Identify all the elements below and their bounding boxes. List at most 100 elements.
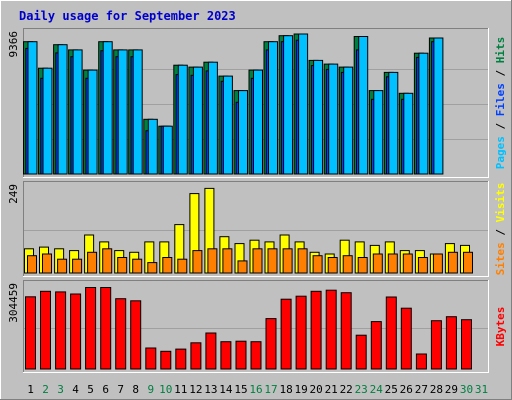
x-tick-label: 6: [102, 383, 109, 396]
bar-kbytes: [385, 296, 397, 370]
side-label-part: /: [494, 63, 507, 83]
chart-title: Daily usage for September 2023: [19, 9, 236, 23]
bar-sites: [27, 255, 37, 274]
side-label: Pages / Files / Hits: [494, 37, 507, 170]
bar-kbytes: [310, 290, 322, 370]
bar-pages: [147, 118, 158, 175]
y-max-label: 304459: [7, 283, 20, 323]
bar-pages: [418, 52, 429, 175]
x-tick-label: 9: [147, 383, 154, 396]
bar-kbytes: [175, 348, 187, 370]
bar-kbytes: [325, 289, 337, 370]
x-tick-label: 30: [460, 383, 473, 396]
bar-pages: [132, 49, 143, 175]
bar-pages: [57, 44, 68, 175]
x-tick-label: 4: [72, 383, 79, 396]
x-tick-label: 18: [279, 383, 292, 396]
bar-sites: [282, 248, 293, 274]
bar-sites: [342, 255, 353, 274]
bar-kbytes: [190, 342, 202, 370]
bar-sites: [132, 258, 143, 274]
x-tick-label: 27: [415, 383, 428, 396]
bar-pages: [222, 75, 233, 175]
side-label-part: Sites: [494, 242, 507, 275]
panel-visits-sites: 249 Sites / Visits: [7, 181, 507, 277]
x-tick-label: 22: [340, 383, 353, 396]
x-tick-label: 15: [234, 383, 247, 396]
x-tick-label: 11: [174, 383, 187, 396]
y-max-label: 9366: [7, 31, 20, 58]
side-label-part: /: [494, 222, 507, 242]
x-tick-label: 19: [294, 383, 307, 396]
bar-sites: [447, 251, 458, 274]
bar-pages: [238, 90, 248, 175]
x-tick-label: 26: [400, 383, 413, 396]
bar-kbytes: [85, 287, 97, 370]
bar-sites: [87, 251, 98, 274]
bar-pages: [253, 69, 263, 175]
bar-sites: [42, 253, 52, 274]
side-label-part: /: [494, 116, 507, 136]
bar-sites: [207, 248, 218, 274]
bar-pages: [388, 71, 399, 175]
bar-sites: [312, 255, 323, 274]
bar-sites: [162, 257, 173, 274]
bar-pages: [102, 41, 113, 175]
x-tick-label: 14: [219, 383, 233, 396]
bar-kbytes: [235, 340, 247, 370]
side-label-part: Hits: [494, 37, 507, 64]
panel-hits-files-pages: 9366 Pages / Files / Hits: [7, 28, 507, 178]
x-tick-label: 31: [475, 383, 488, 396]
bar-sites: [102, 248, 113, 274]
bar-pages: [403, 92, 414, 175]
bar-sites: [417, 257, 428, 274]
bar-kbytes: [205, 332, 217, 370]
bar-kbytes: [100, 287, 112, 370]
bar-sites: [327, 257, 338, 274]
bar-sites: [252, 248, 263, 274]
bar-sites: [147, 262, 158, 274]
chart-panels: 9366 Pages / Files / Hits 249 Sites / Visit…: [7, 28, 507, 373]
bar-kbytes: [400, 307, 412, 370]
bar-kbytes: [115, 298, 127, 370]
side-label-part: Files: [494, 83, 507, 116]
bar-pages: [177, 64, 188, 175]
bar-sites: [357, 257, 368, 274]
x-tick-label: 1: [27, 383, 34, 396]
x-tick-label: 12: [189, 383, 202, 396]
bar-kbytes: [145, 347, 157, 370]
bar-kbytes: [265, 318, 277, 370]
bar-sites: [237, 260, 248, 274]
side-label: KBytes: [494, 307, 507, 347]
bar-kbytes: [355, 334, 367, 370]
x-tick-label: 16: [249, 383, 262, 396]
bar-kbytes: [280, 298, 292, 370]
bar-pages: [117, 49, 128, 175]
x-tick-label: 20: [309, 383, 322, 396]
bar-pages: [373, 90, 384, 175]
x-axis-labels: 1 2 3 4 5 6 7 8 9 10 11 12 13 14 15 16 17 18 19 20 21 22 23 24 2…: [27, 383, 488, 396]
side-label-part: Pages: [494, 136, 507, 169]
bar-kbytes: [415, 353, 427, 370]
bar-pages: [268, 41, 278, 175]
x-tick-label: 23: [355, 383, 368, 396]
bar-pages: [192, 66, 203, 175]
bar-kbytes: [55, 291, 67, 370]
x-tick-label: 10: [159, 383, 172, 396]
bar-kbytes: [160, 350, 172, 370]
bar-kbytes: [461, 319, 472, 370]
bar-pages: [42, 67, 53, 175]
bar-sites: [372, 253, 383, 274]
bar-sites: [297, 248, 308, 274]
x-tick-label: 13: [204, 383, 217, 396]
x-tick-label: 28: [430, 383, 443, 396]
bar-pages: [283, 35, 294, 175]
bar-pages: [27, 41, 38, 175]
bar-sites: [222, 248, 233, 274]
bar-kbytes: [40, 290, 51, 370]
bar-sites: [432, 253, 443, 274]
y-max-label: 249: [7, 184, 20, 204]
x-tick-label: 24: [370, 383, 384, 396]
x-tick-label: 2: [42, 383, 49, 396]
